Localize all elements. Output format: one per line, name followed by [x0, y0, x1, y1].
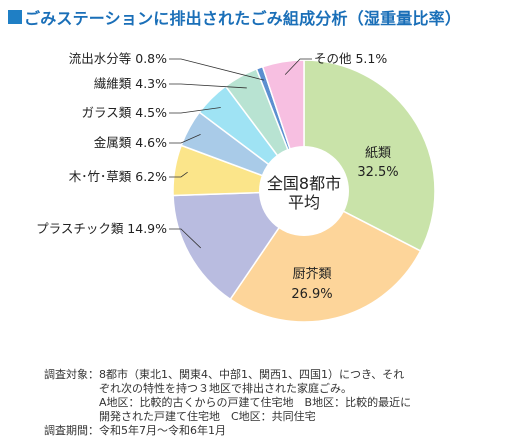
donut-center-hole: [259, 146, 349, 236]
slice-5-leader-line: [169, 107, 221, 114]
survey-target-line: A地区：比較的古くからの戸建て住宅地 B地区：比較的最近に: [99, 396, 412, 409]
survey-notes: 調査対象： 8都市（東北1、関東4、中部1、関西1、四国1）につき、それ ぞれ次…: [44, 368, 499, 438]
survey-target-label: 調査対象：: [44, 368, 99, 381]
slice-5-label: ガラス類 4.5%: [82, 105, 168, 120]
slice-3-label: 木･竹･草類 6.2%: [69, 169, 167, 184]
title-square-icon: [8, 10, 22, 24]
survey-period-label: 調査期間：: [44, 424, 99, 437]
slice-1-value-label: 26.9%: [291, 287, 332, 302]
survey-target-line: 開発された戸建て住宅地 C地区：共同住宅: [99, 410, 316, 423]
slice-7-label: 流出水分等 0.8%: [69, 51, 167, 66]
slice-6-leader-line: [169, 83, 247, 89]
slice-2-leader-line: [169, 228, 202, 249]
survey-target-row: 調査対象： 8都市（東北1、関東4、中部1、関西1、四国1）につき、それ ぞれ次…: [44, 368, 499, 424]
survey-target-line: ぞれ次の特性を持つ３地区で排出された家庭ごみ。: [99, 382, 352, 395]
center-label-line-2: 平均: [288, 193, 320, 212]
survey-target-line: 8都市（東北1、関東4、中部1、関西1、四国1）につき、それ: [99, 368, 405, 381]
slice-0-value-label: 32.5%: [357, 165, 398, 180]
center-label-line-1: 全国8都市: [267, 174, 341, 193]
survey-period-text: 令和5年7月～令和6年1月: [99, 424, 226, 437]
chart-title: ごみステーションに排出されたごみ組成分析（湿重量比率）: [8, 6, 461, 28]
chart-title-text: ごみステーションに排出されたごみ組成分析（湿重量比率）: [24, 9, 462, 28]
slice-7-leader-line: [169, 58, 265, 81]
slice-1-name-label: 厨芥類: [292, 267, 331, 282]
survey-target-text: 8都市（東北1、関東4、中部1、関西1、四国1）につき、それ ぞれ次の特性を持つ…: [99, 368, 499, 424]
slice-8-label: その他 5.1%: [314, 51, 387, 66]
slice-4-leader-line: [169, 134, 201, 144]
slice-4-label: 金属類 4.6%: [94, 135, 167, 150]
survey-period-row: 調査期間： 令和5年7月～令和6年1月: [44, 424, 499, 438]
leader-lines: [169, 58, 312, 249]
slice-6-label: 繊維類 4.3%: [94, 76, 167, 91]
slice-2-label: プラスチック類 14.9%: [36, 221, 167, 236]
slice-0-name-label: 紙類: [365, 146, 391, 161]
slice-1-wedge: [229, 190, 422, 323]
slice-8-leader-line: [284, 58, 312, 75]
slice-labels: 紙類 32.5% 厨芥類 26.9% プラスチック類 14.9% 木･竹･草類 6.2% 金…: [36, 51, 399, 302]
slice-3-leader-line: [169, 171, 188, 178]
